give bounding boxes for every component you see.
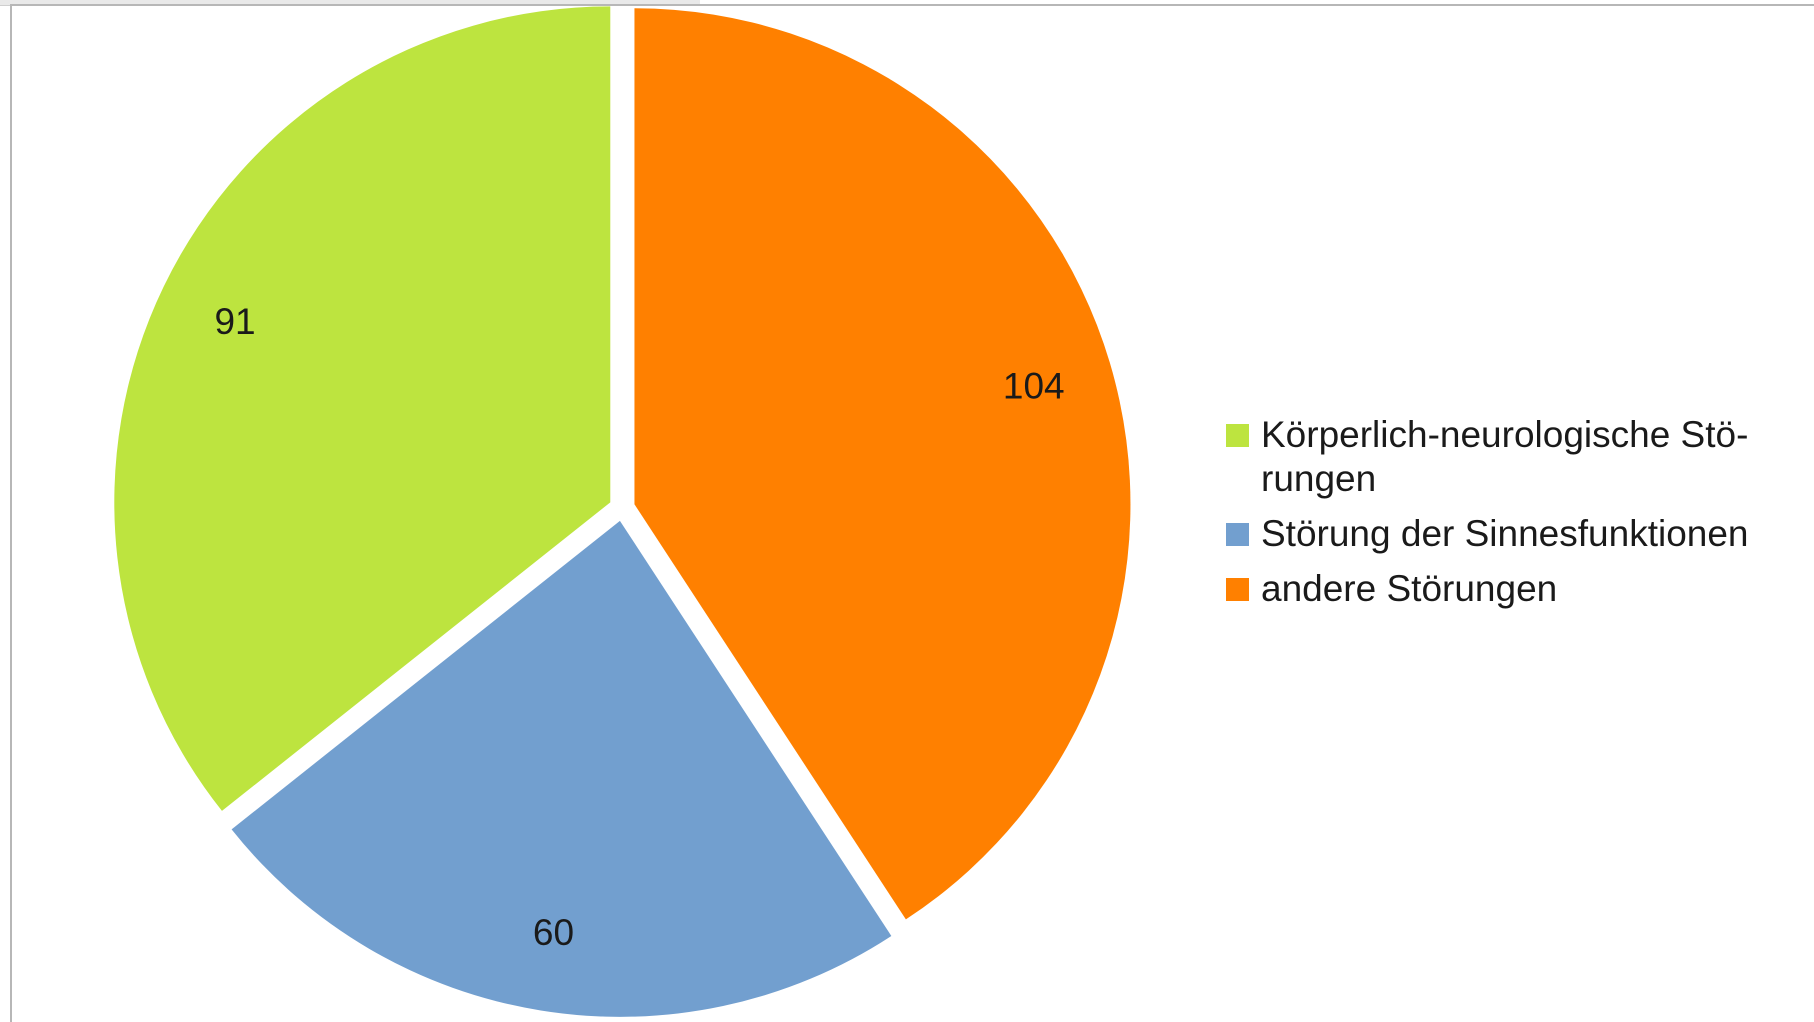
legend-label-andere: andere Störungen — [1261, 568, 1558, 609]
data-label-andere: 104 — [1003, 365, 1065, 406]
legend-swatch-orange — [1226, 578, 1249, 601]
pie-slice-sinnesfunktionen — [231, 520, 892, 1017]
data-label-sinnesfunktionen: 60 — [533, 912, 574, 953]
legend-item-sinnesfunktionen: Störung der Sinnesfunktionen — [1226, 512, 1806, 556]
legend-label-sinnesfunktionen: Störung der Sinnesfunktionen — [1261, 513, 1749, 554]
legend-swatch-blue — [1226, 523, 1249, 546]
pie-slices — [114, 6, 1131, 1017]
data-label-koerperlich: 91 — [214, 301, 255, 342]
pie-slice-koerperlich — [114, 6, 611, 811]
pie-slice-andere — [634, 8, 1131, 920]
legend-item-koerperlich: Körperlich-neurologische Stö- rungen — [1226, 413, 1806, 501]
legend: Körperlich-neurologische Stö- rungen Stö… — [1226, 413, 1806, 622]
legend-item-andere: andere Störungen — [1226, 567, 1806, 611]
legend-label-koerperlich: Körperlich-neurologische Stö- rungen — [1261, 414, 1749, 499]
pie-data-labels: 104 60 91 — [214, 301, 1064, 953]
legend-swatch-green — [1226, 424, 1249, 447]
